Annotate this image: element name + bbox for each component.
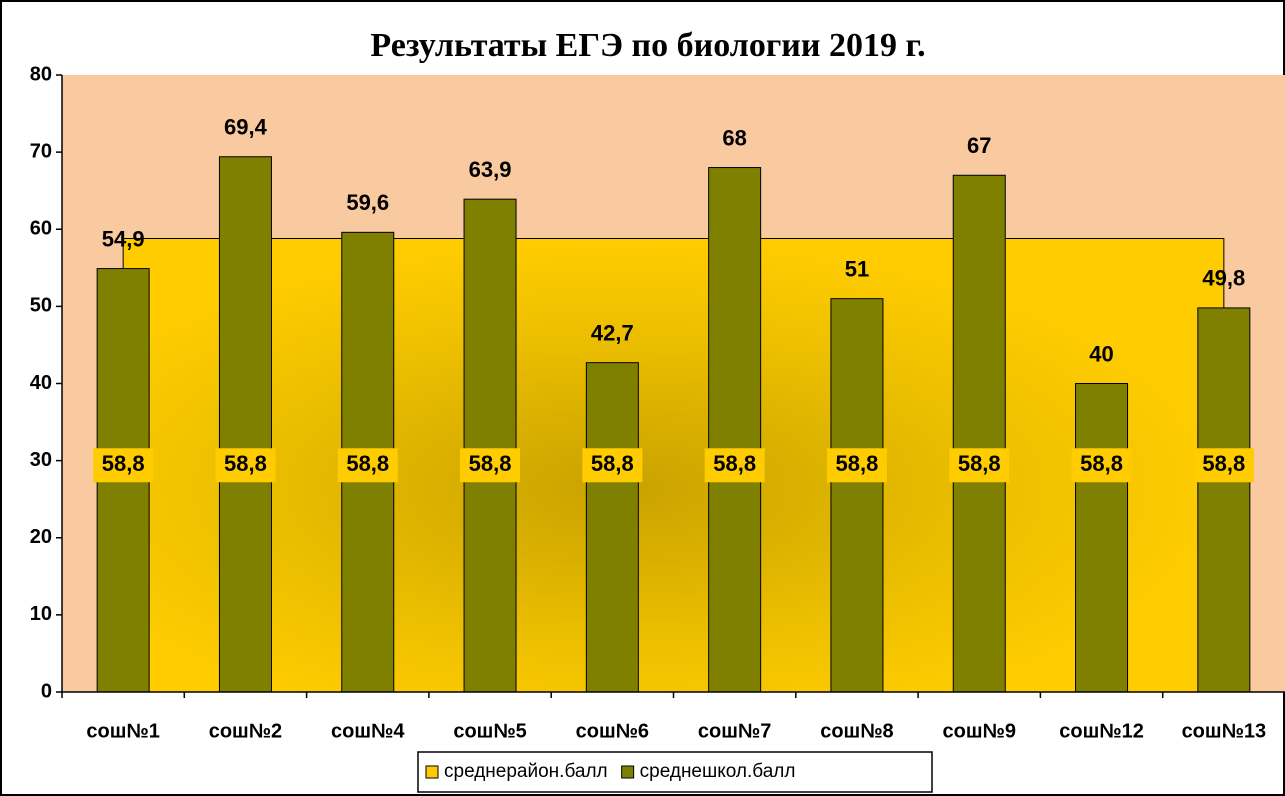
x-tick-label: сош№8 xyxy=(820,720,893,742)
x-tick-label: сош№7 xyxy=(698,720,771,742)
data-label-bg xyxy=(337,448,398,483)
data-label-bg xyxy=(1193,448,1254,483)
data-label: 67 xyxy=(967,133,991,158)
data-label: 40 xyxy=(1089,341,1113,366)
data-label: 63,9 xyxy=(469,157,512,182)
data-label-bg xyxy=(826,448,887,483)
data-label-bg xyxy=(949,448,1010,483)
data-label: 42,7 xyxy=(591,320,634,345)
chart-title: Результаты ЕГЭ по биологии 2019 г. xyxy=(370,27,925,64)
y-tick-label: 60 xyxy=(30,218,52,240)
data-label: 58,8 xyxy=(836,451,879,476)
x-tick-label: сош№13 xyxy=(1182,720,1267,742)
y-tick-label: 50 xyxy=(30,295,52,317)
legend-swatch xyxy=(425,765,439,779)
data-label: 68 xyxy=(722,125,746,150)
x-tick-label: сош№5 xyxy=(453,720,526,742)
y-tick-label: 30 xyxy=(30,449,52,471)
legend-swatch xyxy=(621,765,635,779)
y-tick-label: 10 xyxy=(30,603,52,625)
data-label-bg xyxy=(93,448,154,483)
data-label-bg xyxy=(582,448,643,483)
area xyxy=(122,238,1225,693)
data-label-bg xyxy=(704,448,765,483)
data-label: 54,9 xyxy=(102,226,145,251)
data-label: 58,8 xyxy=(102,451,145,476)
data-label: 58,8 xyxy=(591,451,634,476)
data-label: 59,6 xyxy=(346,190,389,215)
legend-label: среднешкол.балл xyxy=(640,761,796,782)
data-label: 58,8 xyxy=(469,451,512,476)
data-label: 49,8 xyxy=(1202,266,1245,291)
bar xyxy=(463,198,517,693)
bar xyxy=(1075,383,1129,693)
y-tick-label: 0 xyxy=(41,680,52,702)
data-label: 58,8 xyxy=(346,451,389,476)
bar xyxy=(585,362,639,693)
y-tick-label: 80 xyxy=(30,63,52,85)
legend xyxy=(417,751,933,793)
data-label: 58,8 xyxy=(713,451,756,476)
bar xyxy=(830,298,884,693)
data-label-bg xyxy=(215,448,276,483)
y-tick-label: 40 xyxy=(30,372,52,394)
x-tick-label: сош№12 xyxy=(1059,720,1144,742)
bar xyxy=(218,156,272,693)
x-tick-label: сош№9 xyxy=(943,720,1016,742)
data-label: 58,8 xyxy=(224,451,267,476)
data-label: 58,8 xyxy=(958,451,1001,476)
legend-label: среднерайон.балл xyxy=(444,761,608,782)
x-tick-label: сош№2 xyxy=(209,720,282,742)
data-label: 51 xyxy=(845,256,869,281)
y-tick-label: 70 xyxy=(30,140,52,162)
x-tick-label: сош№6 xyxy=(576,720,649,742)
data-label: 58,8 xyxy=(1202,451,1245,476)
data-label: 69,4 xyxy=(224,115,268,140)
x-tick-label: сош№4 xyxy=(331,720,405,742)
data-label: 58,8 xyxy=(1080,451,1123,476)
x-tick-label: сош№1 xyxy=(86,720,159,742)
y-tick-label: 20 xyxy=(30,526,52,548)
data-label-bg xyxy=(460,448,521,483)
bar xyxy=(1197,307,1251,693)
bar xyxy=(708,167,762,693)
bar xyxy=(952,174,1006,693)
data-label-bg xyxy=(1071,448,1132,483)
